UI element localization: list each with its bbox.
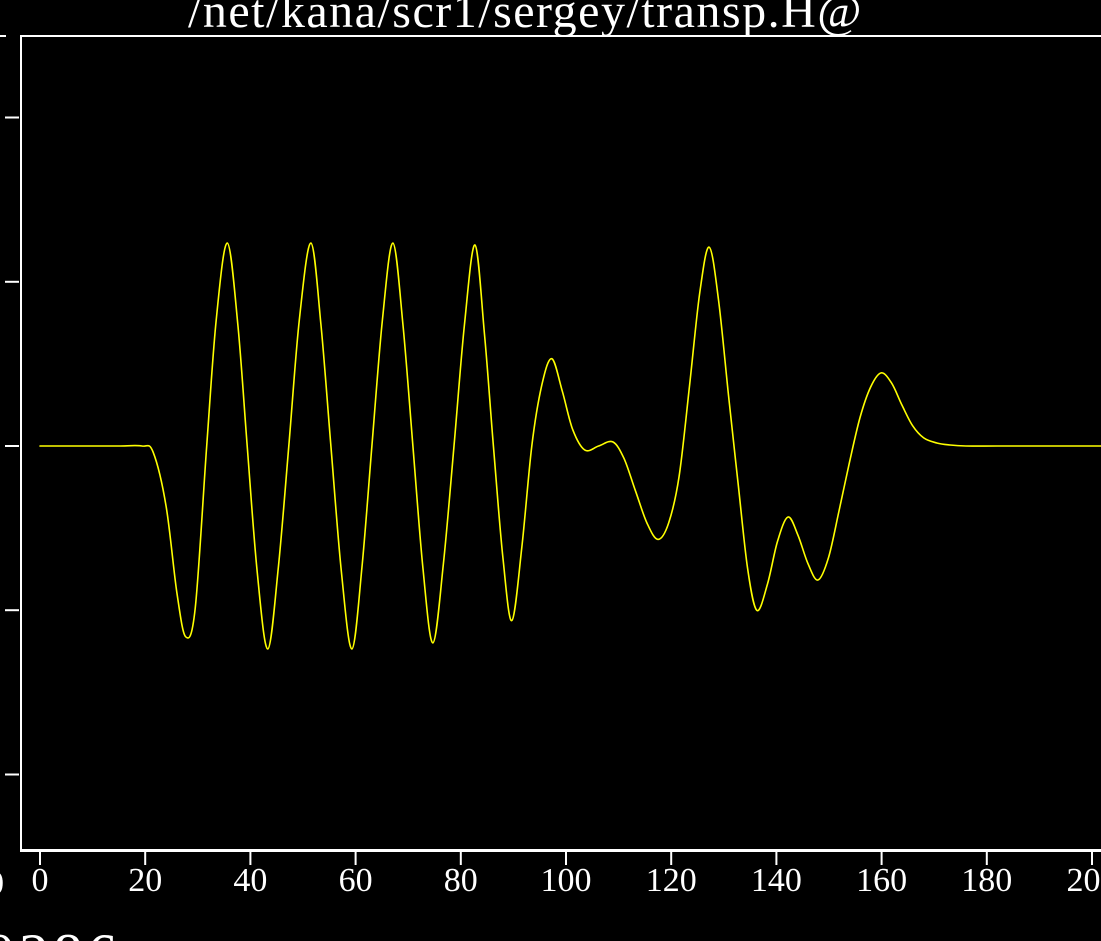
- x-tick-label: 100: [541, 862, 592, 899]
- clipped-left-edge-label: 0: [0, 865, 4, 903]
- waveform-trace: [39, 242, 1101, 650]
- x-tick-label: 200: [1067, 862, 1101, 899]
- x-tick-label: 80: [444, 862, 478, 899]
- x-tick-label: 160: [856, 862, 907, 899]
- x-tick-label: 40: [233, 862, 267, 899]
- plot-title: /net/kana/scr1/sergey/transp.H@: [188, 0, 863, 38]
- x-tick-label: 180: [961, 862, 1012, 899]
- x-tick-label: 140: [751, 862, 802, 899]
- x-tick-label: 0: [32, 862, 49, 899]
- x-tick-label: 20: [128, 862, 162, 899]
- x-tick-label: 60: [339, 862, 373, 899]
- x-tick-label: 120: [646, 862, 697, 899]
- clipped-bottom-left-label: 0286: [0, 921, 121, 941]
